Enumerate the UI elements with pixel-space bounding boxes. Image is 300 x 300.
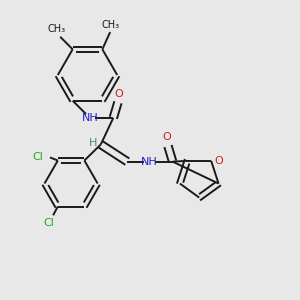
Text: H: H: [89, 138, 97, 148]
Text: Cl: Cl: [43, 218, 54, 228]
Text: O: O: [162, 132, 171, 142]
Text: CH₃: CH₃: [101, 20, 119, 30]
Text: Cl: Cl: [33, 152, 44, 162]
Text: NH: NH: [82, 113, 98, 123]
Text: O: O: [214, 156, 223, 166]
Text: O: O: [114, 88, 123, 98]
Text: NH: NH: [141, 157, 158, 166]
Text: CH₃: CH₃: [48, 24, 66, 34]
